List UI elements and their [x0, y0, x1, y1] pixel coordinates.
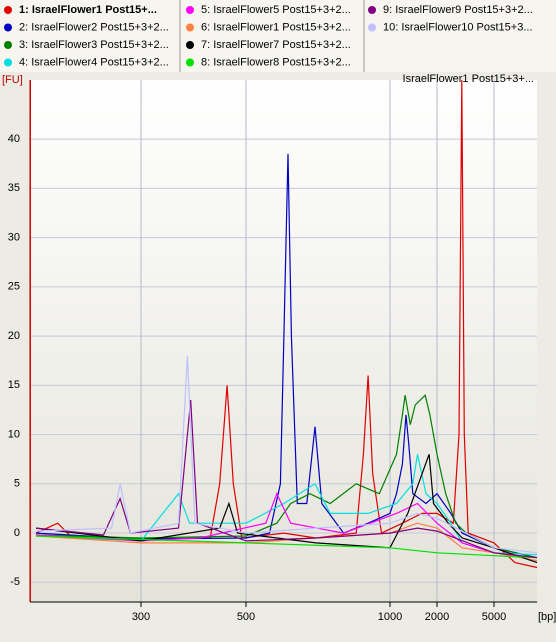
legend-label: 2: IsraelFlower2 Post15+3+2...: [19, 21, 169, 33]
legend-label: 8: IsraelFlower8 Post15+3+2...: [201, 56, 351, 68]
y-tick-label: -5: [10, 576, 20, 588]
series-line: [35, 492, 538, 559]
series-line: [35, 80, 538, 569]
y-tick-label: 15: [8, 379, 20, 391]
y-tick-label: 5: [14, 478, 20, 490]
x-axis-label: [bp]: [538, 611, 556, 623]
legend-marker: [4, 41, 12, 49]
legend-label: 1: IsraelFlower1 Post15+...: [19, 4, 157, 16]
y-tick-label: 0: [14, 527, 20, 539]
legend-marker: [186, 23, 194, 32]
legend-panel: [0, 0, 556, 72]
legend-marker: [186, 6, 194, 14]
legend-label: 6: IsraelFlower1 Post15+3+2...: [201, 21, 351, 33]
legend-label: 10: IsraelFlower10 Post15+3...: [383, 21, 533, 33]
legend-marker: [4, 58, 12, 67]
x-tick-label: 500: [237, 611, 255, 623]
legend-marker: [4, 23, 12, 32]
legend-marker: [368, 6, 376, 14]
x-tick-label: 2000: [425, 611, 449, 623]
series-line: [35, 522, 538, 562]
series-line: [35, 535, 538, 559]
legend-marker: [4, 6, 12, 14]
series-line: [35, 454, 538, 564]
x-tick-label: 1000: [378, 611, 402, 623]
y-tick-label: 10: [8, 428, 20, 440]
legend-label: 3: IsraelFlower3 Post15+3+2...: [19, 39, 169, 51]
legend-marker: [186, 41, 194, 49]
y-tick-label: 30: [8, 231, 20, 243]
y-tick-label: 25: [8, 281, 20, 293]
legend-marker: [186, 58, 194, 67]
y-axis-label: [FU]: [2, 74, 23, 86]
x-tick-label: 5000: [482, 611, 506, 623]
y-tick-label: 35: [8, 182, 20, 194]
legend-label: 5: IsraelFlower5 Post15+3+2...: [201, 4, 351, 16]
series-line: [35, 355, 538, 554]
x-tick-label: 300: [132, 611, 150, 623]
y-tick-label: 40: [8, 133, 20, 145]
legend-marker: [368, 23, 376, 32]
legend-label: 9: IsraelFlower9 Post15+3+2...: [383, 4, 533, 16]
series-line: [35, 394, 538, 559]
legend-label: 4: IsraelFlower4 Post15+3+2...: [19, 56, 169, 68]
series-line: [35, 400, 538, 559]
y-tick-label: 20: [8, 330, 20, 342]
legend-label: 7: IsraelFlower7 Post15+3+2...: [201, 39, 351, 51]
plot-title: IsraelFlower1 Post15+3+...: [403, 73, 534, 85]
